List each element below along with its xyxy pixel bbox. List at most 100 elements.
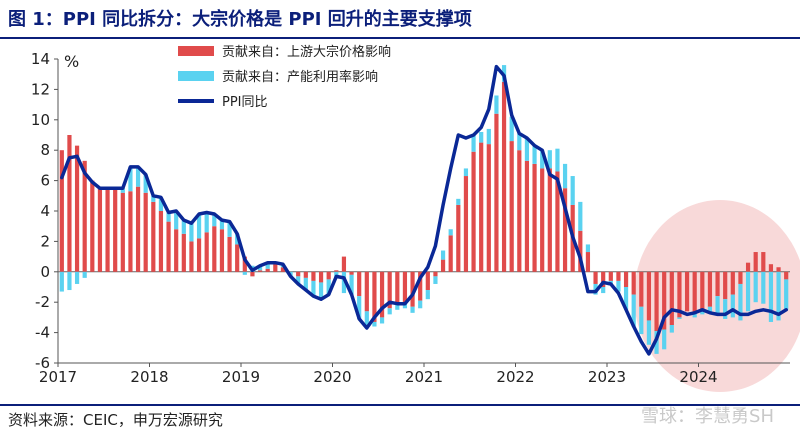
bar-bulk — [784, 271, 789, 280]
bar-bulk — [303, 271, 308, 278]
bar-bulk — [166, 221, 171, 272]
title-rule — [0, 37, 800, 39]
legend-swatch-bulk — [178, 46, 214, 56]
bar-bulk — [692, 271, 697, 313]
bar-bulk — [524, 160, 530, 272]
y-unit-label: % — [64, 52, 79, 71]
bar-capacity — [471, 135, 476, 152]
bar-capacity — [776, 271, 781, 321]
bar-bulk — [723, 271, 728, 300]
legend-label-bulk: 贡献来自：上游大宗价格影响 — [222, 44, 391, 60]
ppi-yoy-line — [60, 64, 788, 356]
bar-bulk — [174, 229, 179, 272]
bar-capacity — [540, 150, 545, 169]
bar-bulk — [273, 264, 278, 272]
bar-bulk — [120, 192, 125, 272]
bar-bulk — [265, 268, 270, 272]
bar-bulk — [90, 180, 95, 272]
bar-bulk — [143, 192, 148, 272]
bar-bulk — [776, 267, 781, 272]
bar-capacity — [212, 214, 217, 227]
bar-capacity — [631, 294, 636, 327]
y-tick-label: 12 — [31, 80, 50, 98]
y-tick-label: -4 — [35, 324, 50, 342]
bar-bulk — [196, 238, 202, 272]
bar-bulk — [372, 271, 377, 322]
bar-capacity — [257, 265, 263, 271]
ppi-decomposition-chart: -6 -4 -2 0 2 4 6 8 10 12 14 2017 2018 2019 2020 2021 202… — [31, 44, 800, 392]
bar-capacity — [410, 306, 415, 313]
bar-capacity — [509, 116, 514, 142]
bar-bulk — [212, 226, 217, 272]
bar-bulk — [82, 160, 87, 272]
bar-capacity — [662, 329, 667, 350]
bar-bulk — [768, 264, 774, 272]
bar-capacity — [639, 306, 644, 335]
bar-bulk — [601, 271, 606, 287]
bar-capacity — [479, 131, 484, 143]
bar-capacity — [517, 133, 522, 151]
bar-bulk — [654, 271, 659, 332]
bar-capacity — [151, 195, 156, 202]
bar-capacity — [143, 174, 148, 193]
y-tick-label: 6 — [40, 172, 50, 190]
bar-capacity — [433, 276, 438, 284]
x-tick-label: 2019 — [222, 368, 260, 386]
bar-bulk — [585, 252, 591, 272]
x-tick-label: 2021 — [405, 368, 443, 386]
bar-bulk — [113, 189, 118, 272]
chart-title: 图 1：PPI 同比拆分：大宗价格是 PPI 回升的主要支撑项 — [8, 9, 472, 30]
bar-bulk — [608, 271, 613, 281]
bar-bulk — [646, 271, 652, 321]
bar-capacity — [158, 197, 164, 211]
bar-bulk — [540, 168, 545, 272]
bar-capacity — [784, 279, 789, 310]
bar-bulk — [639, 271, 644, 307]
bar-capacity — [379, 317, 385, 324]
bar-capacity — [578, 201, 583, 231]
bar-bulk — [616, 271, 621, 281]
bar-capacity — [196, 214, 202, 239]
bar-bulk — [311, 271, 316, 281]
bar-capacity — [425, 290, 430, 300]
bar-capacity — [341, 271, 347, 294]
bar-bulk — [158, 211, 164, 272]
bar-bulk — [59, 150, 64, 272]
bar-bulk — [753, 252, 758, 272]
bar-bulk — [456, 204, 461, 272]
bar-capacity — [616, 280, 621, 292]
bar-bulk — [669, 271, 674, 325]
y-tick-label: 10 — [31, 111, 50, 129]
bar-capacity — [82, 271, 87, 278]
bar-bulk — [97, 188, 103, 272]
bar-capacity — [372, 321, 377, 327]
bar-bulk — [662, 271, 667, 330]
bar-bulk — [448, 235, 453, 272]
bar-bulk — [738, 271, 743, 284]
bar-bulk — [402, 271, 408, 303]
bar-capacity — [692, 312, 697, 318]
bar-capacity — [440, 250, 446, 260]
bar-bulk — [471, 151, 476, 272]
bar-bulk — [463, 176, 469, 272]
bar-capacity — [349, 274, 354, 295]
bar-capacity — [570, 176, 575, 205]
bar-bulk — [677, 271, 682, 318]
bar-capacity — [67, 271, 72, 291]
bar-capacity — [326, 279, 331, 295]
axis-layer: -6 -4 -2 0 2 4 6 8 10 12 14 2017 2018 2019 2020 2021 202… — [31, 50, 790, 386]
bar-bulk — [364, 271, 369, 312]
bar-bulk — [128, 191, 133, 272]
bar-bulk — [555, 171, 560, 272]
bar-bulk — [227, 236, 232, 272]
x-tick-label: 2018 — [130, 368, 168, 386]
bar-bulk — [341, 256, 347, 272]
bar-bulk — [242, 256, 247, 272]
bar-bulk — [715, 271, 720, 297]
bar-capacity — [738, 283, 743, 321]
bar-bulk — [318, 271, 324, 283]
bar-bulk — [517, 150, 522, 272]
bar-capacity — [524, 138, 530, 161]
bar-bulk — [593, 271, 598, 284]
bar-bulk — [219, 229, 225, 272]
